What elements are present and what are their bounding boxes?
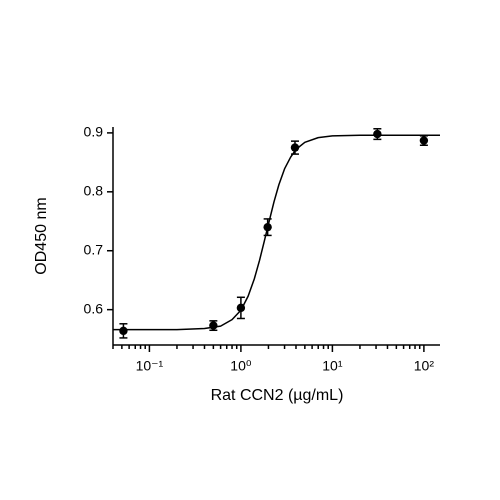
- x-axis-label: Rat CCN2 (µg/mL): [211, 387, 344, 404]
- y-tick-label: 0.7: [84, 241, 104, 257]
- y-tick-label: 0.6: [84, 300, 104, 316]
- data-point: [290, 143, 300, 152]
- data-point: [209, 321, 218, 330]
- data-point: [119, 326, 128, 336]
- data-point: [263, 222, 272, 232]
- y-axis-label: OD450 nm: [33, 197, 50, 274]
- data-point: [373, 129, 382, 139]
- fit-curve: [113, 134, 440, 331]
- x-tick-label: 10⁻¹: [136, 358, 164, 374]
- data-point: [236, 303, 246, 313]
- y-tick-label: 0.9: [84, 124, 104, 140]
- y-tick-label: 0.8: [84, 183, 104, 199]
- x-tick-label: 10⁰: [230, 358, 252, 374]
- x-tick-label: 10²: [414, 358, 435, 374]
- x-tick-label: 10¹: [322, 358, 343, 374]
- data-point: [419, 136, 429, 145]
